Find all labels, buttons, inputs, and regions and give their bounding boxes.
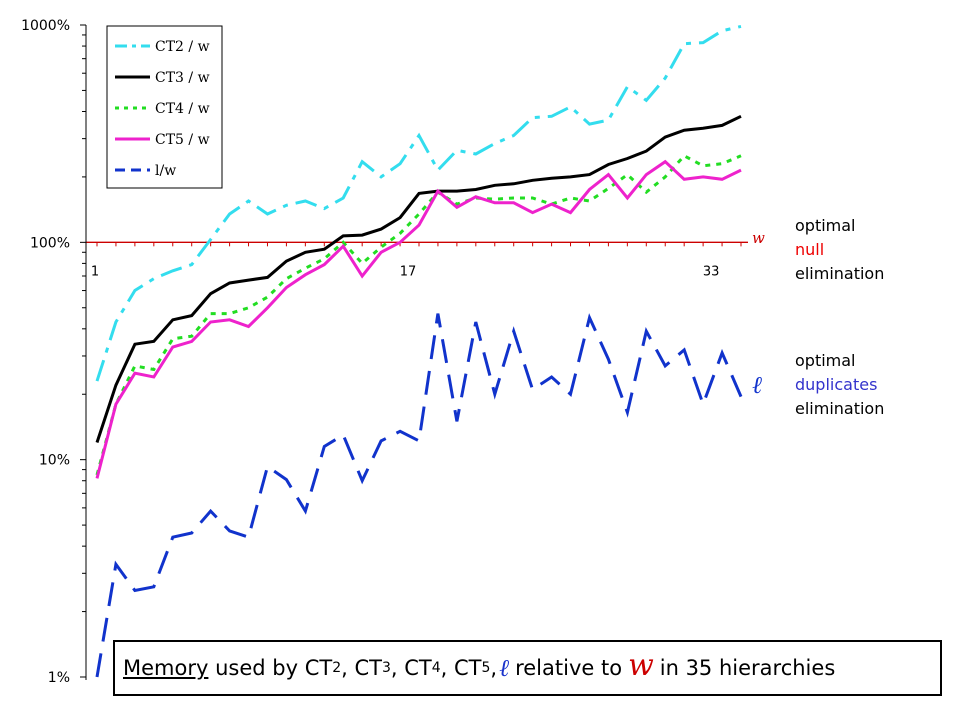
ell-line-label: ℓ <box>752 371 762 399</box>
caption-sep3: , CT <box>440 656 482 680</box>
w-line-label: w <box>752 229 765 247</box>
x-tick-label: 33 <box>703 264 720 279</box>
null-elimination-note: optimal null elimination <box>795 214 884 286</box>
duplicates-elimination-note: optimal duplicates elimination <box>795 349 884 421</box>
series-line-3 <box>95 153 742 476</box>
legend-label: CT5 / w <box>155 132 210 148</box>
series-line-2 <box>95 114 742 443</box>
caption-sub-4: 4 <box>431 660 441 676</box>
caption-sub-3: 3 <box>381 660 391 676</box>
caption-sep1: , CT <box>341 656 382 680</box>
legend-label: CT2 / w <box>155 39 210 55</box>
series-layer <box>95 24 743 678</box>
caption-ell: ℓ <box>499 653 510 682</box>
caption-used-by: used by CT <box>208 656 333 680</box>
null-note-line2: null <box>795 240 825 259</box>
legend-label: l/w <box>155 163 176 179</box>
legend-label: CT4 / w <box>155 101 210 117</box>
caption-relative: relative to <box>515 656 623 680</box>
caption-sep4: , <box>490 656 498 680</box>
x-tick-layer: 1 17 33 <box>91 264 720 279</box>
dup-note-line1: optimal <box>795 351 856 370</box>
null-note-line1: optimal <box>795 216 856 235</box>
series-line-5 <box>95 313 743 678</box>
caption-sep2: , CT <box>390 656 432 680</box>
y-tick-layer: 1% 10% 100% 1000% <box>21 18 86 686</box>
x-tick-label: 1 <box>91 264 99 279</box>
series-line-4 <box>95 159 742 479</box>
x-tick-label: 17 <box>400 264 417 279</box>
y-tick-label: 10% <box>39 453 70 469</box>
caption-box: Memory used by CT 2 , CT 3 , CT 4 , CT 5 , ℓ… <box>113 640 942 696</box>
caption-sub-2: 2 <box>332 660 342 676</box>
dup-note-line3: elimination <box>795 399 885 418</box>
y-tick-label: 1% <box>48 670 70 686</box>
caption-sub-5: 5 <box>481 660 491 676</box>
caption-w: w <box>628 647 654 683</box>
y-tick-label: 100% <box>30 235 70 251</box>
caption-tail: in 35 hierarchies <box>659 656 836 680</box>
legend-label: CT3 / w <box>155 70 210 86</box>
reference-line-layer <box>86 241 748 247</box>
dup-note-line2: duplicates <box>795 375 878 394</box>
y-tick-label: 1000% <box>21 18 70 34</box>
series-line-1 <box>95 24 742 382</box>
legend: CT2 / w CT3 / w CT4 / w CT5 / w l/w <box>106 25 223 189</box>
caption-memory: Memory <box>123 656 209 680</box>
null-note-line3: elimination <box>795 264 885 283</box>
